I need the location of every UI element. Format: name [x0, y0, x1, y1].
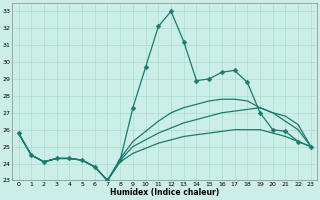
X-axis label: Humidex (Indice chaleur): Humidex (Indice chaleur): [110, 188, 219, 197]
